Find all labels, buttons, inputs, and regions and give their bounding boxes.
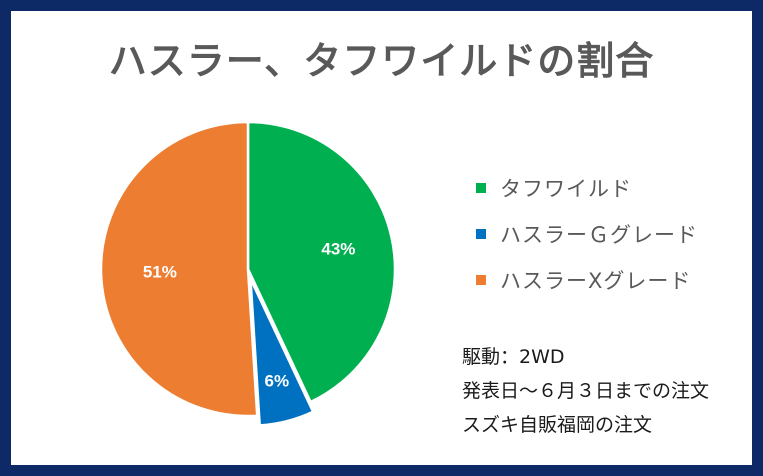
legend-item-hustler-g: ハスラーＧグレード (476, 211, 698, 257)
note-period: 発表日～６月３日までの注文 (462, 380, 710, 402)
chart-notes: 駆動：2WD 発表日～６月３日までの注文 スズキ自販福岡の注文 (462, 340, 709, 442)
chart-legend: タフワイルド ハスラーＧグレード ハスラーXグレード (476, 165, 698, 303)
pie-slice (246, 120, 397, 404)
legend-swatch (476, 229, 486, 239)
pie-data-label: 51% (143, 262, 177, 281)
pie-slice (99, 120, 259, 418)
legend-label: ハスラーＧグレード (500, 223, 698, 247)
legend-label: ハスラーXグレード (500, 269, 692, 293)
pie-slices (99, 120, 397, 427)
chart-title: ハスラー、タフワイルドの割合 (108, 39, 655, 83)
pie-data-labels: 43% 6% 51% (143, 239, 356, 390)
legend-swatch (476, 183, 486, 193)
note-source: スズキ自販福岡の注文 (462, 414, 653, 436)
legend-item-hustler-x: ハスラーXグレード (476, 257, 698, 303)
note-drive: 駆動：2WD (462, 346, 565, 368)
legend-swatch (476, 275, 486, 285)
legend-item-tough-wild: タフワイルド (476, 165, 698, 211)
pie-data-label: 43% (321, 239, 355, 258)
legend-label: タフワイルド (500, 177, 632, 201)
pie-slice (249, 278, 315, 427)
pie-data-label: 6% (265, 372, 290, 391)
